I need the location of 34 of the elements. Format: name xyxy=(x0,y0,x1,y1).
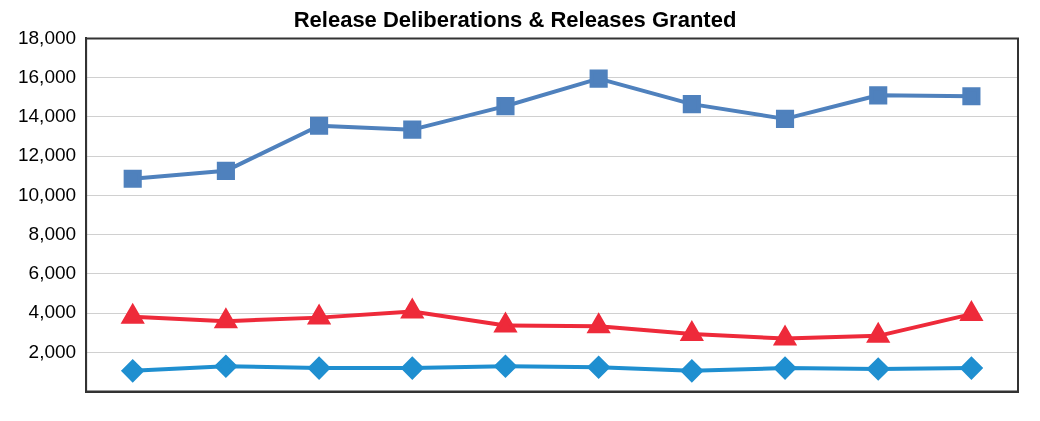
y-tick-label: 6,000 xyxy=(28,262,77,284)
point xyxy=(123,169,142,188)
chart-title: Release Deliberations & Releases Granted xyxy=(293,7,737,33)
point xyxy=(867,358,890,381)
point xyxy=(774,357,797,380)
point xyxy=(775,109,795,128)
point xyxy=(960,357,983,380)
point xyxy=(310,116,329,135)
point xyxy=(215,309,237,329)
y-tick-label: 16,000 xyxy=(17,65,77,87)
y-tick-label: 14,000 xyxy=(17,105,77,127)
point xyxy=(869,86,888,105)
point xyxy=(308,357,331,380)
y-tick-label: 10,000 xyxy=(17,183,77,205)
point xyxy=(587,356,610,379)
point xyxy=(962,87,981,106)
point xyxy=(494,355,517,378)
y-tick-label: 12,000 xyxy=(17,144,77,166)
y-tick-label: 4,000 xyxy=(28,301,77,323)
point xyxy=(680,359,703,382)
point xyxy=(121,359,144,382)
point xyxy=(960,302,983,322)
point xyxy=(589,69,608,88)
point xyxy=(587,314,610,334)
point xyxy=(216,161,235,180)
point xyxy=(401,357,424,380)
y-tick-label: 8,000 xyxy=(28,222,77,244)
y-tick-label: 2,000 xyxy=(28,340,77,362)
point xyxy=(682,95,701,114)
y-tick-label: 18,000 xyxy=(17,26,77,48)
point xyxy=(496,97,515,116)
point xyxy=(403,120,422,139)
point xyxy=(681,322,703,342)
point xyxy=(214,355,237,378)
